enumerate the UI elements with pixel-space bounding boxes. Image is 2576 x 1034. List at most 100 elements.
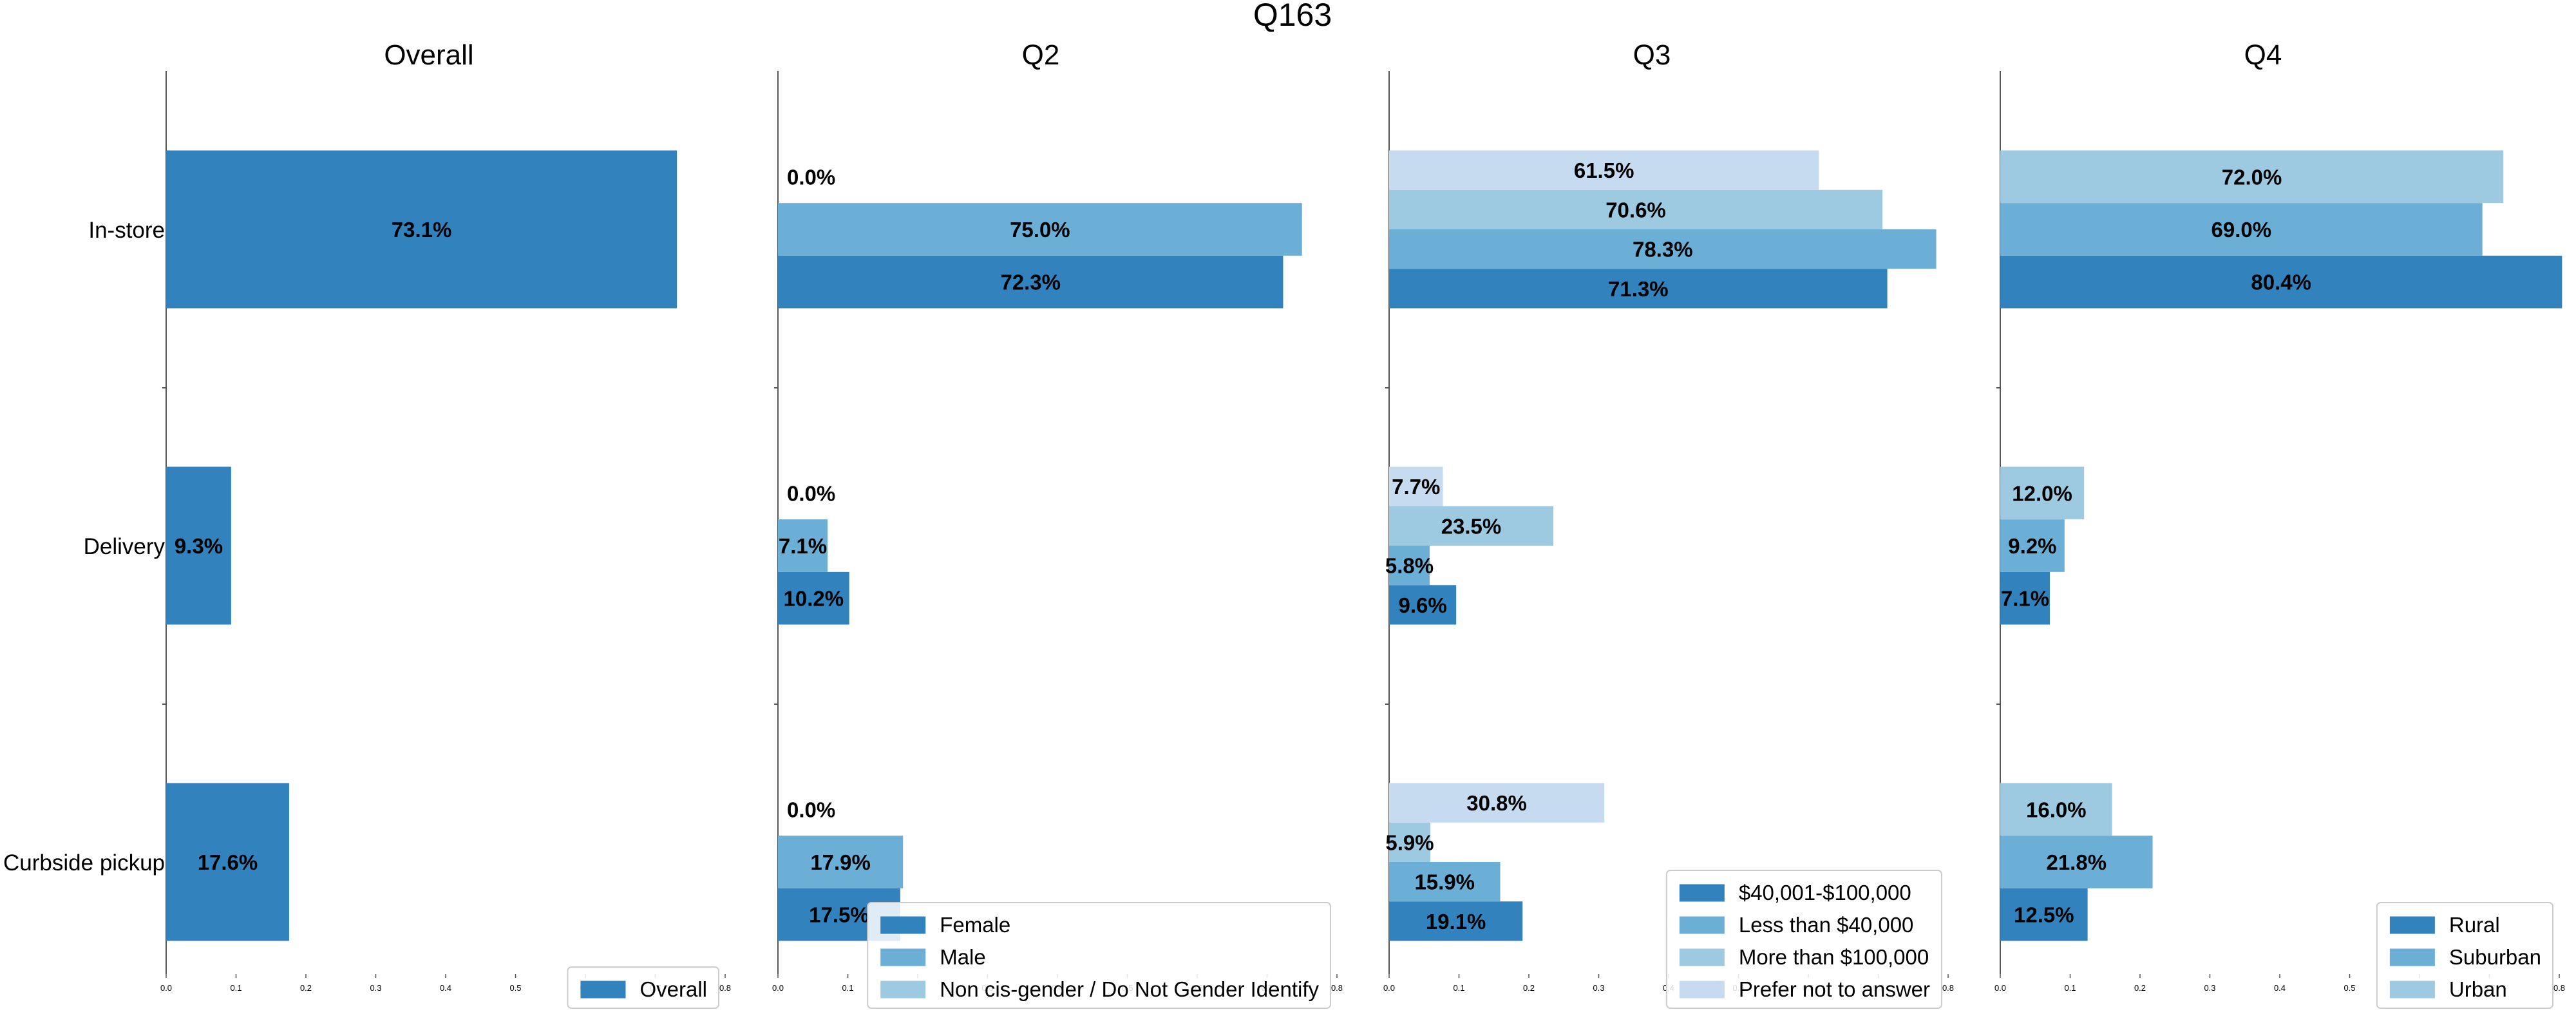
bar-curbside-pickup-overall xyxy=(166,783,289,941)
data-label: 9.2% xyxy=(2008,534,2056,558)
data-label: 15.9% xyxy=(1414,870,1475,894)
bar-curbside-pickup-more-than-100-000 xyxy=(1389,822,1431,862)
data-label: 75.0% xyxy=(1010,218,1070,242)
data-label: 17.5% xyxy=(809,903,869,927)
legend-label: Suburban xyxy=(2449,945,2541,969)
legend-swatch-rural xyxy=(2389,916,2435,934)
bar-in-store-urban xyxy=(2000,150,2504,204)
data-label: 30.8% xyxy=(1466,791,1527,815)
legend-label: Less than $40,000 xyxy=(1739,913,1914,937)
bar-curbside-pickup-40-001-100-000 xyxy=(1389,901,1523,941)
bar-delivery-less-than-40-000 xyxy=(1389,546,1430,586)
x-tick-label: 0.1 xyxy=(2064,983,2076,993)
bar-in-store-suburban xyxy=(2000,203,2483,256)
panel-q2: Q20.00.10.20.30.40.50.60.70.872.3%75.0%0… xyxy=(772,39,1343,1009)
x-tick-label: 0.8 xyxy=(1331,983,1343,993)
x-tick-label: 0.0 xyxy=(1383,983,1395,993)
x-tick-label: 0.5 xyxy=(509,983,521,993)
data-label: 71.3% xyxy=(1608,277,1669,301)
legend-label: More than $100,000 xyxy=(1739,945,1929,969)
bar-in-store-rural xyxy=(2000,255,2562,309)
legend-label: Urban xyxy=(2449,977,2507,1001)
legend-label: $40,001-$100,000 xyxy=(1739,881,1911,905)
data-label: 72.3% xyxy=(1000,271,1061,294)
bar-in-store-male xyxy=(778,203,1302,256)
data-label: 73.1% xyxy=(392,218,452,242)
data-label: 9.3% xyxy=(175,534,223,558)
panel-q4: Q40.00.10.20.30.40.50.60.70.880.4%69.0%7… xyxy=(1994,39,2565,1009)
data-label: 0.0% xyxy=(787,481,835,505)
bar-delivery-prefer-not-to-answer xyxy=(1389,466,1443,506)
x-tick-label: 0.3 xyxy=(2204,983,2215,993)
data-label: 16.0% xyxy=(2026,798,2087,821)
panel-title: Q4 xyxy=(2244,39,2282,71)
x-tick-label: 0.0 xyxy=(772,983,784,993)
data-label: 5.8% xyxy=(1385,554,1434,578)
data-label: 7.7% xyxy=(1392,475,1440,499)
legend-swatch-overall xyxy=(580,981,626,999)
legend: Overall xyxy=(567,966,719,1009)
data-label: 61.5% xyxy=(1574,158,1634,182)
legend-swatch-male xyxy=(880,948,926,966)
legend-swatch-40-001-100-000 xyxy=(1679,884,1725,902)
bar-in-store-prefer-not-to-answer xyxy=(1389,150,1819,190)
bar-delivery-male xyxy=(778,519,828,572)
bar-curbside-pickup-suburban xyxy=(2000,836,2153,888)
bar-delivery-female xyxy=(778,571,849,625)
bar-delivery-more-than-100-000 xyxy=(1389,506,1553,546)
x-tick-label: 0.2 xyxy=(300,983,312,993)
x-tick-label: 0.4 xyxy=(2274,983,2286,993)
x-tick-label: 0.4 xyxy=(440,983,451,993)
bar-in-store-more-than-100-000 xyxy=(1389,189,1883,229)
bar-delivery-overall xyxy=(166,466,231,625)
bar-curbside-pickup-prefer-not-to-answer xyxy=(1389,783,1605,823)
panel-title: Q3 xyxy=(1633,39,1671,71)
legend-swatch-urban xyxy=(2389,981,2435,999)
x-tick-label: 0.8 xyxy=(2553,983,2565,993)
legend-label: Prefer not to answer xyxy=(1739,977,1930,1001)
bar-delivery-suburban xyxy=(2000,519,2065,572)
legend-label: Female xyxy=(940,913,1010,937)
legend-label: Male xyxy=(940,945,986,969)
x-tick-label: 0.0 xyxy=(1994,983,2006,993)
category-label-delivery: Delivery xyxy=(84,534,166,559)
legend-swatch-suburban xyxy=(2389,948,2435,966)
data-label: 21.8% xyxy=(2046,850,2107,874)
legend-swatch-more-than-100-000 xyxy=(1679,948,1725,966)
panel-overall: Overall0.00.10.20.30.40.50.60.70.8In-sto… xyxy=(3,39,731,1009)
legend-label: Non cis-gender / Do Not Gender Identify xyxy=(940,977,1319,1001)
x-tick-label: 0.5 xyxy=(2344,983,2355,993)
bar-curbside-pickup-urban xyxy=(2000,783,2112,836)
panel-title: Q2 xyxy=(1022,39,1060,71)
category-label-curbside-pickup: Curbside pickup xyxy=(3,850,165,876)
bar-curbside-pickup-less-than-40-000 xyxy=(1389,862,1501,902)
bar-curbside-pickup-male xyxy=(778,836,904,888)
data-label: 19.1% xyxy=(1426,910,1486,933)
data-label: 23.5% xyxy=(1441,514,1502,538)
x-tick-label: 0.8 xyxy=(719,983,731,993)
x-tick-label: 0.0 xyxy=(160,983,172,993)
bar-delivery-urban xyxy=(2000,466,2085,520)
bar-in-store-40-001-100-000 xyxy=(1389,269,1888,309)
data-label: 0.0% xyxy=(787,165,835,189)
x-tick-label: 0.3 xyxy=(1593,983,1604,993)
legend-frame xyxy=(1665,870,1942,1009)
data-label: 12.5% xyxy=(2014,903,2074,927)
data-label: 72.0% xyxy=(2222,165,2282,189)
legend: Female Male Non cis-gender / Do Not Gender… xyxy=(867,902,1331,1009)
bar-in-store-overall xyxy=(166,150,677,309)
data-label: 5.9% xyxy=(1385,830,1434,854)
x-tick-label: 0.1 xyxy=(230,983,242,993)
x-tick-label: 0.3 xyxy=(370,983,381,993)
x-tick-label: 0.8 xyxy=(1942,983,1954,993)
data-label: 10.2% xyxy=(784,587,844,611)
data-label: 7.1% xyxy=(2001,587,2049,611)
figure-title: Q163 xyxy=(1253,0,1332,33)
data-label: 80.4% xyxy=(2251,271,2311,294)
legend-swatch-prefer-not-to-answer xyxy=(1679,981,1725,999)
x-tick-label: 0.2 xyxy=(1523,983,1535,993)
data-label: 17.6% xyxy=(198,850,258,874)
legend: $40,001-$100,000 Less than $40,000 More th… xyxy=(1665,870,1942,1009)
